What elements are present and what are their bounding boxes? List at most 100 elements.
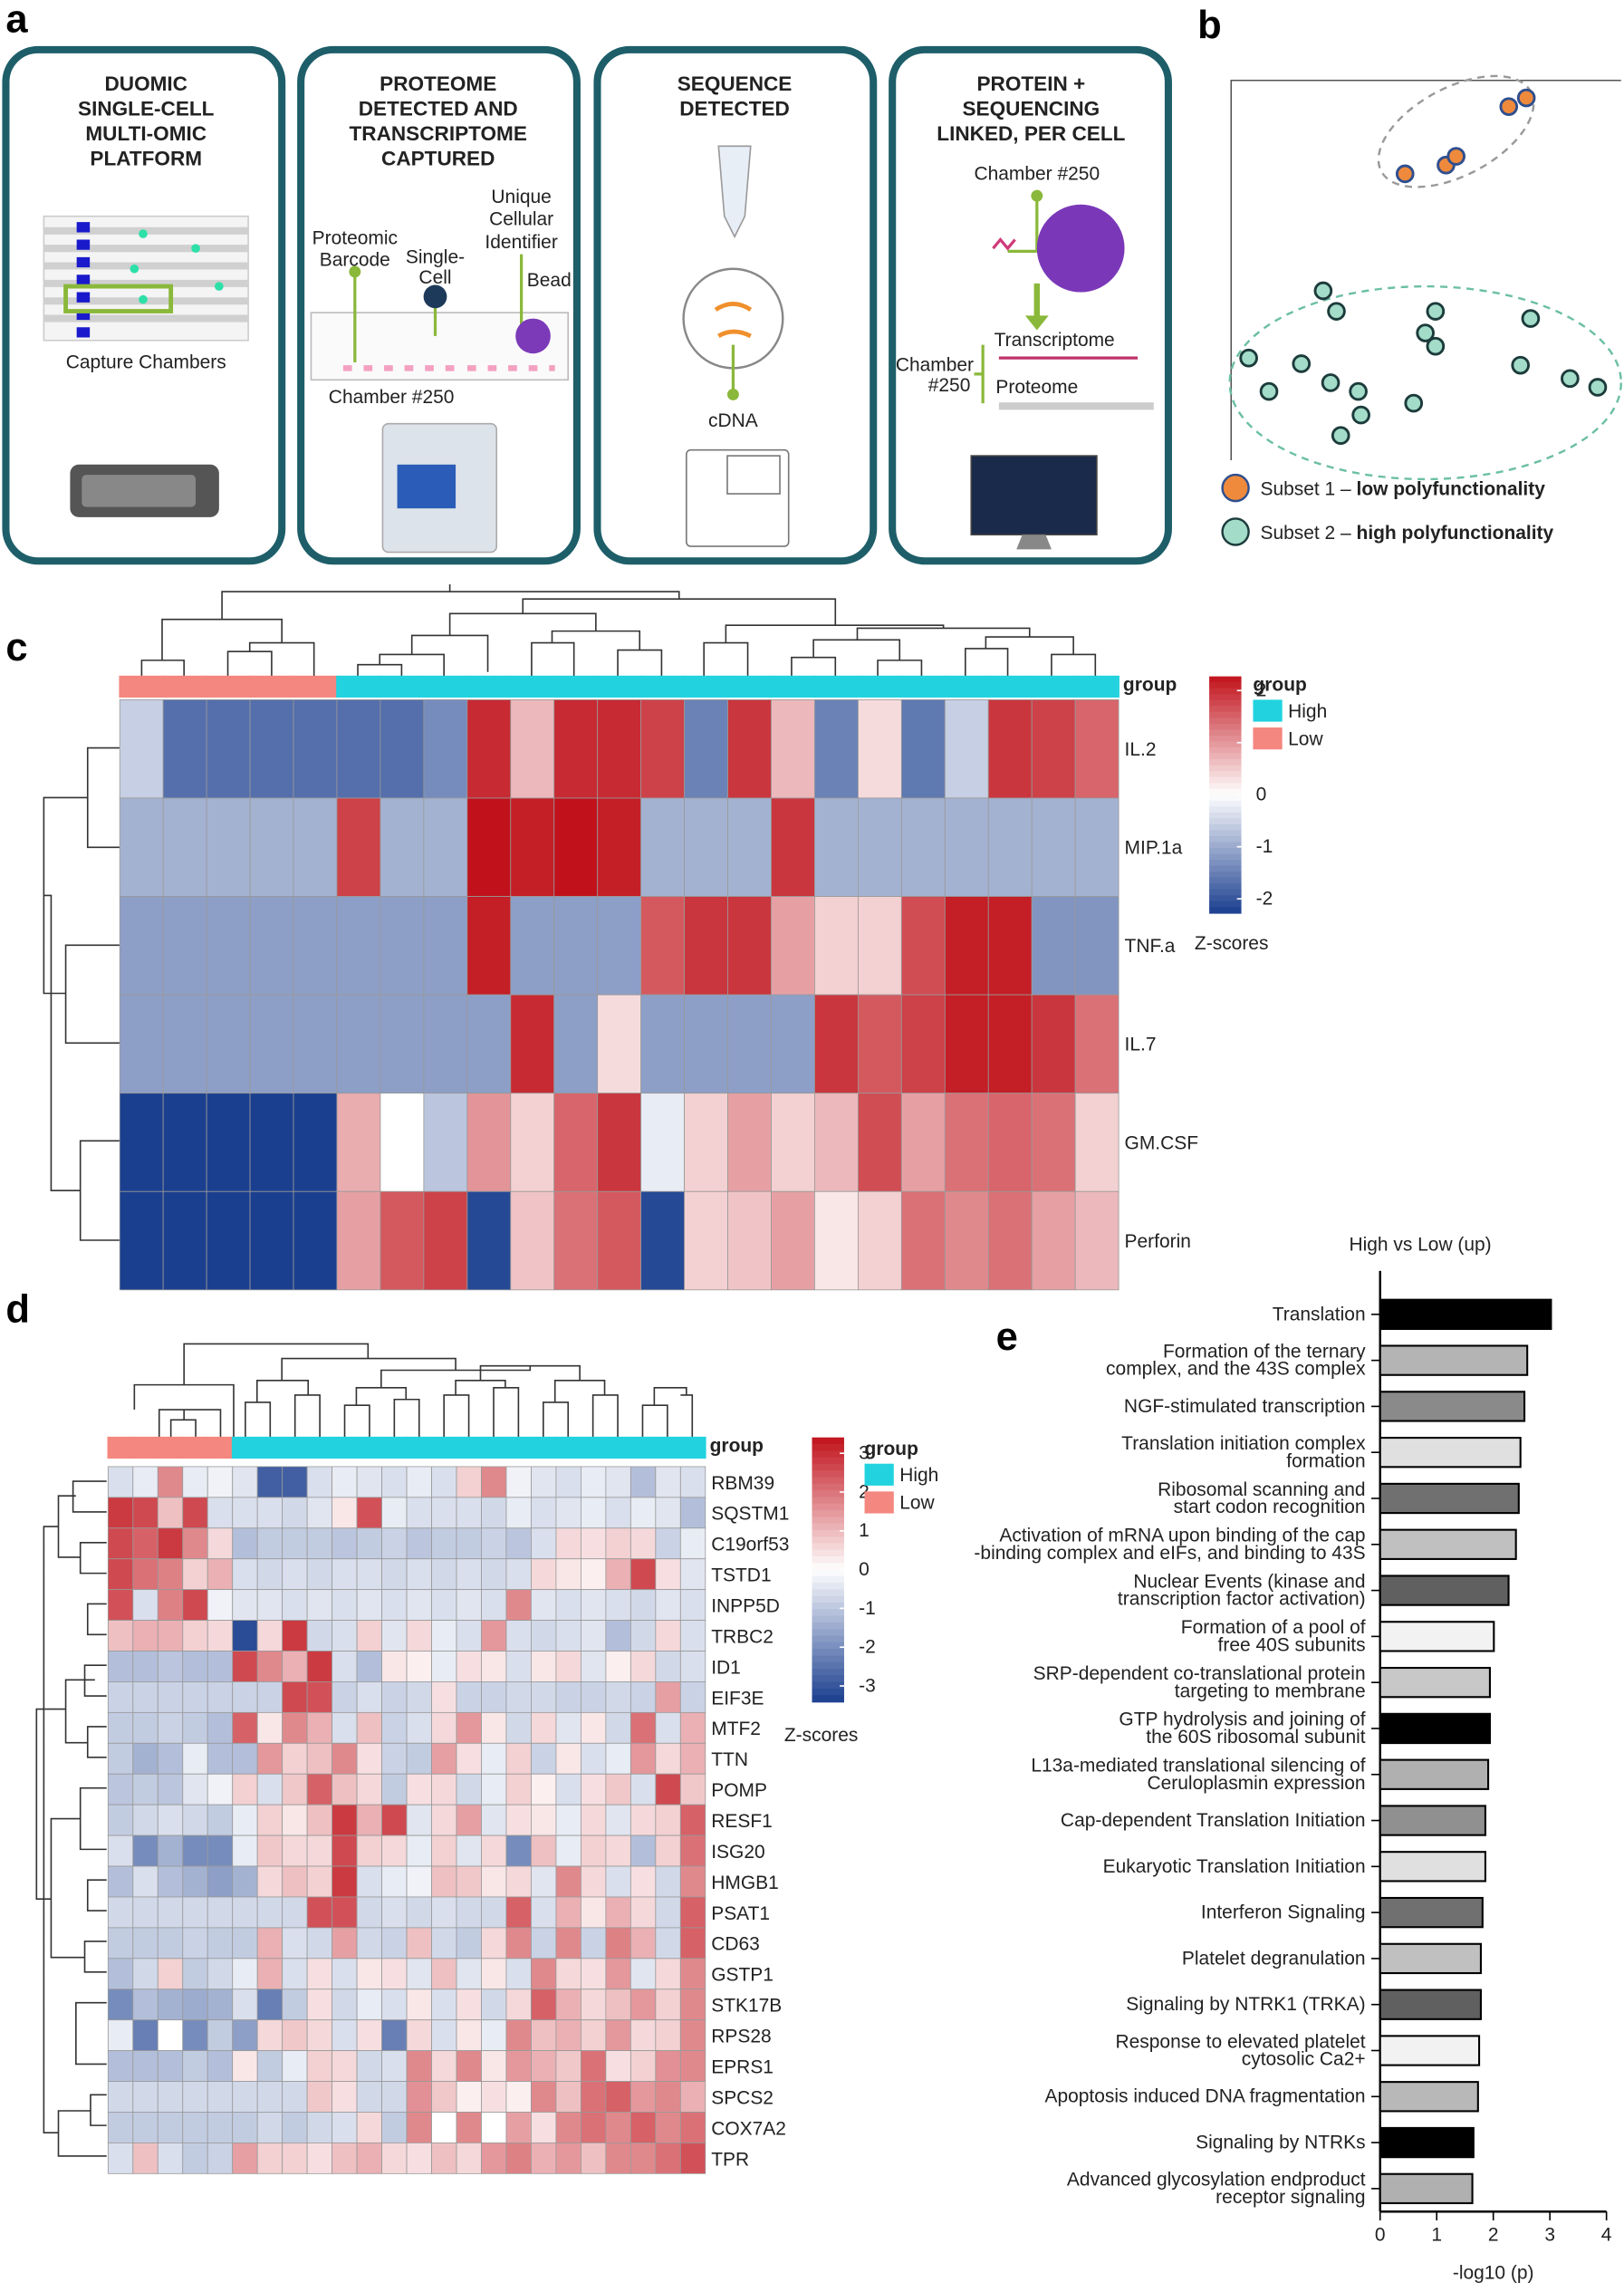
heatmap-cell xyxy=(232,1742,258,1775)
heatmap-cell xyxy=(944,699,989,799)
heatmap-cell xyxy=(679,1527,706,1560)
heatmap-cell xyxy=(944,1093,989,1192)
heatmap-cell xyxy=(207,1497,234,1529)
point xyxy=(1426,302,1446,321)
heatmap-cell xyxy=(431,1527,457,1560)
heatmap-cell xyxy=(207,1589,234,1621)
colorbar-segment xyxy=(1209,676,1242,683)
heatmap-cell xyxy=(107,1651,134,1682)
heatmap-cell xyxy=(381,1742,408,1775)
colorbar-tick-label: 2 xyxy=(1256,680,1267,701)
heatmap-cell xyxy=(119,994,164,1094)
group-cell xyxy=(249,675,294,698)
heatmap-cell xyxy=(597,896,642,996)
heatmap-cell xyxy=(356,1896,382,1929)
heatmap-cell xyxy=(679,1989,706,2021)
heatmap-cell xyxy=(256,1558,283,1591)
legend-label: Low xyxy=(899,1493,935,1514)
colorbar-segment xyxy=(812,1669,844,1677)
heatmap-cell xyxy=(510,699,555,799)
heatmap-cell xyxy=(306,1835,333,1867)
heatmap-cell xyxy=(629,1711,657,1744)
row-label: TNF.a xyxy=(1125,936,1176,957)
colorbar-segment xyxy=(812,1523,844,1531)
heatmap-cell xyxy=(249,896,294,996)
heatmap-cell xyxy=(629,2142,657,2174)
heatmap-cell xyxy=(406,1773,432,1806)
heatmap-cell xyxy=(1031,896,1076,996)
heatmap-cell xyxy=(505,1589,532,1621)
heatmap-cell xyxy=(207,1742,234,1775)
heatmap-cell xyxy=(356,1865,382,1898)
category-label: complex, and the 43S complex xyxy=(1106,1359,1366,1380)
heatmap-cell xyxy=(431,2112,457,2143)
heatmap-cell xyxy=(456,1558,482,1591)
x-axis-label: -log10 (p) xyxy=(1453,2262,1534,2283)
heatmap-cell xyxy=(505,1835,532,1867)
heatmap-cell xyxy=(282,1620,308,1652)
heatmap-cell xyxy=(406,2019,432,2052)
heatmap-cell xyxy=(629,1589,657,1621)
group-cell xyxy=(157,1436,184,1459)
heatmap-cell xyxy=(555,2019,581,2052)
row-label: TTN xyxy=(711,1749,748,1770)
heatmap-cell xyxy=(727,1190,772,1291)
heatmap-cell xyxy=(505,2081,532,2113)
heatmap-cell xyxy=(107,1558,134,1591)
heatmap-cell xyxy=(249,699,294,799)
point xyxy=(1499,97,1519,116)
heatmap-cell xyxy=(406,1804,432,1836)
x-tick-label: 0 xyxy=(1375,2225,1386,2246)
heatmap-cell xyxy=(531,1527,557,1560)
heatmap-cell xyxy=(605,2081,631,2113)
legend-label: Low xyxy=(1288,728,1323,749)
heatmap-cell xyxy=(381,2112,408,2143)
box-title: LINKED, PER CELL xyxy=(937,122,1125,145)
heatmap-cell xyxy=(481,1989,507,2021)
group-cell xyxy=(406,1436,433,1459)
chart-title: High vs Low (up) xyxy=(1349,1234,1491,1255)
heatmap-cell xyxy=(282,1466,308,1498)
heatmap-cell xyxy=(629,1958,657,1990)
heatmap-cell xyxy=(655,1958,681,1990)
heatmap-cell xyxy=(157,1620,184,1652)
heatmap-cell xyxy=(381,1773,408,1806)
heatmap-cell xyxy=(132,1989,159,2021)
heatmap-cell xyxy=(293,797,338,897)
group-cell xyxy=(480,1436,507,1459)
heatmap-cell xyxy=(132,1466,159,1498)
colorbar-segment xyxy=(1209,783,1242,790)
heatmap-cell xyxy=(157,1651,184,1682)
heatmap-cell xyxy=(282,2081,308,2113)
label: Unique xyxy=(491,187,551,207)
heatmap-cell xyxy=(206,699,251,799)
colorbar-segment xyxy=(812,1503,844,1511)
heatmap-cell xyxy=(531,1681,557,1713)
category-label: start codon recognition xyxy=(1174,1497,1366,1517)
heatmap-cell xyxy=(771,994,815,1094)
heatmap-cell xyxy=(162,797,207,897)
point xyxy=(1521,309,1541,328)
colorbar-tick-label: -2 xyxy=(1256,889,1273,910)
label: Proteomic xyxy=(312,227,398,248)
heatmap-cell xyxy=(232,2019,258,2052)
heatmap-cell xyxy=(555,1558,581,1591)
heatmap-cell xyxy=(456,1497,482,1529)
group-label: group xyxy=(1123,674,1177,695)
heatmap-cell xyxy=(456,2112,482,2143)
category-label: Response to elevated platelet xyxy=(1116,2031,1366,2052)
heatmap-cell xyxy=(531,1958,557,1990)
heatmap-cell xyxy=(456,1773,482,1806)
colorbar-segment xyxy=(812,1569,844,1577)
heatmap-cell xyxy=(232,1896,258,1929)
heatmap-cell xyxy=(531,1497,557,1529)
heatmap-cell xyxy=(555,1466,581,1498)
heatmap-cell xyxy=(481,1773,507,1806)
heatmap-cell xyxy=(531,1773,557,1806)
bar xyxy=(1379,1437,1522,1469)
heatmap-cell xyxy=(727,797,772,897)
heatmap-cell xyxy=(406,1620,432,1652)
heatmap-cell xyxy=(581,1835,607,1867)
heatmap-cell xyxy=(182,1989,208,2021)
box-title: TRANSCRIPTOME xyxy=(350,122,527,145)
